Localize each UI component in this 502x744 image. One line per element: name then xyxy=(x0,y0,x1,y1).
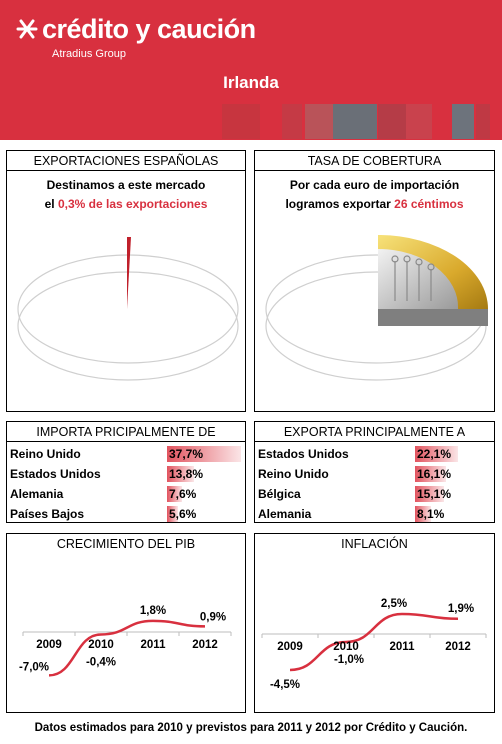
country-label: Alemania xyxy=(258,507,312,521)
data-label: -4,5% xyxy=(270,679,300,691)
exports-panel: EXPORTA PRINCIPALMENTE A Estados Unidos 2… xyxy=(254,421,495,523)
x-tick-label: 2011 xyxy=(390,641,416,653)
panel-title: TASA DE COBERTURA xyxy=(255,151,494,171)
country-title: Irlanda xyxy=(223,73,279,92)
x-tick-label: 2010 xyxy=(333,641,359,653)
share-value: 37,7% xyxy=(169,447,204,461)
series-line xyxy=(48,619,206,677)
export-share-value: 0,3% de las exportaciones xyxy=(57,197,208,211)
coin-engraving xyxy=(391,255,435,301)
x-tick-label: 2012 xyxy=(192,639,218,651)
list-item: Países Bajos 5,6% xyxy=(7,504,245,524)
share-bar xyxy=(167,486,182,502)
share-value: 16,1% xyxy=(417,467,452,481)
brand-name: crédito y caución xyxy=(42,14,256,44)
list-item: Reino Unido 37,7% xyxy=(7,444,245,464)
panel-text-highlight-line: logramos exportar 26 céntimos xyxy=(255,197,494,211)
share-bar xyxy=(167,466,194,482)
share-value: 5,6% xyxy=(169,507,197,521)
country-label: Bélgica xyxy=(258,487,301,501)
country-label: Estados Unidos xyxy=(10,467,101,481)
header-banner: crédito y caución Atradius Group Irlanda xyxy=(0,0,502,140)
x-tick-label: 2009 xyxy=(36,639,62,651)
panel-text-prefix: logramos exportar xyxy=(285,197,395,211)
country-label: Alemania xyxy=(10,487,64,501)
coin-edge xyxy=(378,309,488,326)
share-value: 22,1% xyxy=(417,447,452,461)
list-item: Estados Unidos 13,8% xyxy=(7,464,245,484)
share-value: 7,6% xyxy=(169,487,197,501)
data-label: -0,4% xyxy=(86,656,116,668)
series-line xyxy=(289,612,459,672)
list-item: Bélgica 15,1% xyxy=(255,484,494,504)
data-label: 0,9% xyxy=(200,611,226,623)
chart-title: INFLACIÓN xyxy=(341,537,408,551)
x-tick-label: 2012 xyxy=(445,641,471,653)
header-decor-block xyxy=(305,104,333,139)
panel-title: EXPORTACIONES ESPAÑOLAS xyxy=(7,151,245,171)
header-decor-block xyxy=(282,104,302,139)
gdp-growth-chart: 2009 2010 2011 2012 -7,0% -0,4% 1,8% 0,9% xyxy=(19,605,232,677)
header-decor-block xyxy=(378,104,406,139)
imports-panel: IMPORTA PRICIPALMENTE DE Reino Unido 37,7… xyxy=(6,421,246,523)
panel-text: Destinamos a este mercado xyxy=(46,178,206,192)
panel-text: Por cada euro de importación xyxy=(289,178,460,192)
data-label: -1,0% xyxy=(334,654,364,666)
header-decor-block xyxy=(333,104,377,139)
list-item: Reino Unido 16,1% xyxy=(255,464,494,484)
euro-coin-icon xyxy=(265,235,488,381)
data-label: 1,9% xyxy=(448,603,474,615)
gdp-growth-panel: CRECIMIENTO DEL PIB 2009 2010 2011 2012 -7,0… xyxy=(6,533,246,713)
coverage-value: 26 céntimos xyxy=(394,197,464,211)
header-decor-block xyxy=(222,104,260,139)
country-label: Países Bajos xyxy=(10,507,85,521)
list-item: Alemania 8,1% xyxy=(255,504,494,524)
panel-title: EXPORTA PRINCIPALMENTE A xyxy=(255,422,494,442)
panel-text-highlight-line: el 0,3% de las exportaciones xyxy=(7,197,245,211)
x-tick-label: 2009 xyxy=(277,641,303,653)
data-label: 1,8% xyxy=(140,605,166,617)
share-value: 15,1% xyxy=(417,487,452,501)
data-label: 2,5% xyxy=(381,598,407,610)
x-tick-label: 2010 xyxy=(88,639,114,651)
header-decor-block xyxy=(476,104,490,139)
share-value: 13,8% xyxy=(169,467,204,481)
share-bar xyxy=(167,446,241,462)
x-tick-label: 2011 xyxy=(141,639,167,651)
coin-silver-center xyxy=(378,248,459,309)
panel-text-prefix: el xyxy=(44,197,58,211)
chart-title: CRECIMIENTO DEL PIB xyxy=(56,537,196,551)
list-item: Alemania 7,6% xyxy=(7,484,245,504)
export-share-pie xyxy=(17,237,239,381)
country-label: Reino Unido xyxy=(258,467,329,481)
header-decor-block xyxy=(452,104,474,139)
brand-mark-icon xyxy=(16,19,38,39)
share-bar xyxy=(167,506,178,522)
country-label: Estados Unidos xyxy=(258,447,349,461)
share-bar xyxy=(415,486,445,502)
panel-title: IMPORTA PRICIPALMENTE DE xyxy=(7,422,245,442)
brand-group: Atradius Group xyxy=(52,48,126,60)
country-label: Reino Unido xyxy=(10,447,81,461)
exports-share-panel: EXPORTACIONES ESPAÑOLAS Destinamos a est… xyxy=(6,150,246,412)
data-label: -7,0% xyxy=(19,661,49,673)
pie-slice-share xyxy=(127,237,131,309)
share-value: 8,1% xyxy=(417,507,445,521)
share-bar xyxy=(415,446,459,462)
inflation-chart: 2009 2010 2011 2012 -4,5% -1,0% 2,5% 1,9% xyxy=(261,598,487,691)
header-decor-block xyxy=(406,104,432,139)
list-item: Estados Unidos 22,1% xyxy=(255,444,494,464)
footer-note: Datos estimados para 2010 y previstos pa… xyxy=(34,722,468,734)
inflation-panel: INFLACIÓN 2009 2010 2011 2012 -4,5% -1,0% 2,5%… xyxy=(254,533,495,713)
coverage-panel: TASA DE COBERTURA Por cada euro de impor… xyxy=(254,150,495,412)
share-bar xyxy=(415,466,447,482)
share-bar xyxy=(415,506,431,522)
